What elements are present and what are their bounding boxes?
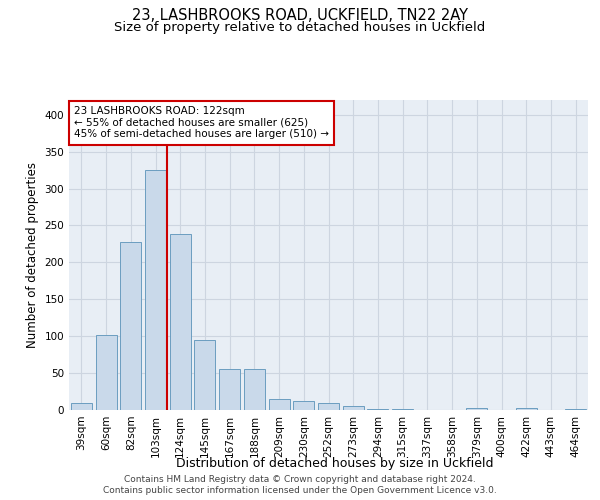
Bar xyxy=(71,402,92,410)
Bar xyxy=(145,170,166,410)
Bar xyxy=(95,334,116,410)
Bar xyxy=(318,402,339,410)
Bar xyxy=(516,408,537,410)
Text: Distribution of detached houses by size in Uckfield: Distribution of detached houses by size … xyxy=(176,458,493,470)
Text: Size of property relative to detached houses in Uckfield: Size of property relative to detached ho… xyxy=(115,21,485,34)
Bar xyxy=(170,234,191,410)
Bar xyxy=(244,370,265,410)
Y-axis label: Number of detached properties: Number of detached properties xyxy=(26,162,39,348)
Bar xyxy=(219,370,240,410)
Bar xyxy=(269,399,290,410)
Text: 23 LASHBROOKS ROAD: 122sqm
← 55% of detached houses are smaller (625)
45% of sem: 23 LASHBROOKS ROAD: 122sqm ← 55% of deta… xyxy=(74,106,329,140)
Text: Contains public sector information licensed under the Open Government Licence v3: Contains public sector information licen… xyxy=(103,486,497,495)
Bar xyxy=(367,408,388,410)
Text: Contains HM Land Registry data © Crown copyright and database right 2024.: Contains HM Land Registry data © Crown c… xyxy=(124,475,476,484)
Bar xyxy=(120,242,141,410)
Bar xyxy=(343,406,364,410)
Text: 23, LASHBROOKS ROAD, UCKFIELD, TN22 2AY: 23, LASHBROOKS ROAD, UCKFIELD, TN22 2AY xyxy=(132,8,468,22)
Bar xyxy=(466,408,487,410)
Bar xyxy=(194,340,215,410)
Bar xyxy=(565,408,586,410)
Bar xyxy=(293,401,314,410)
